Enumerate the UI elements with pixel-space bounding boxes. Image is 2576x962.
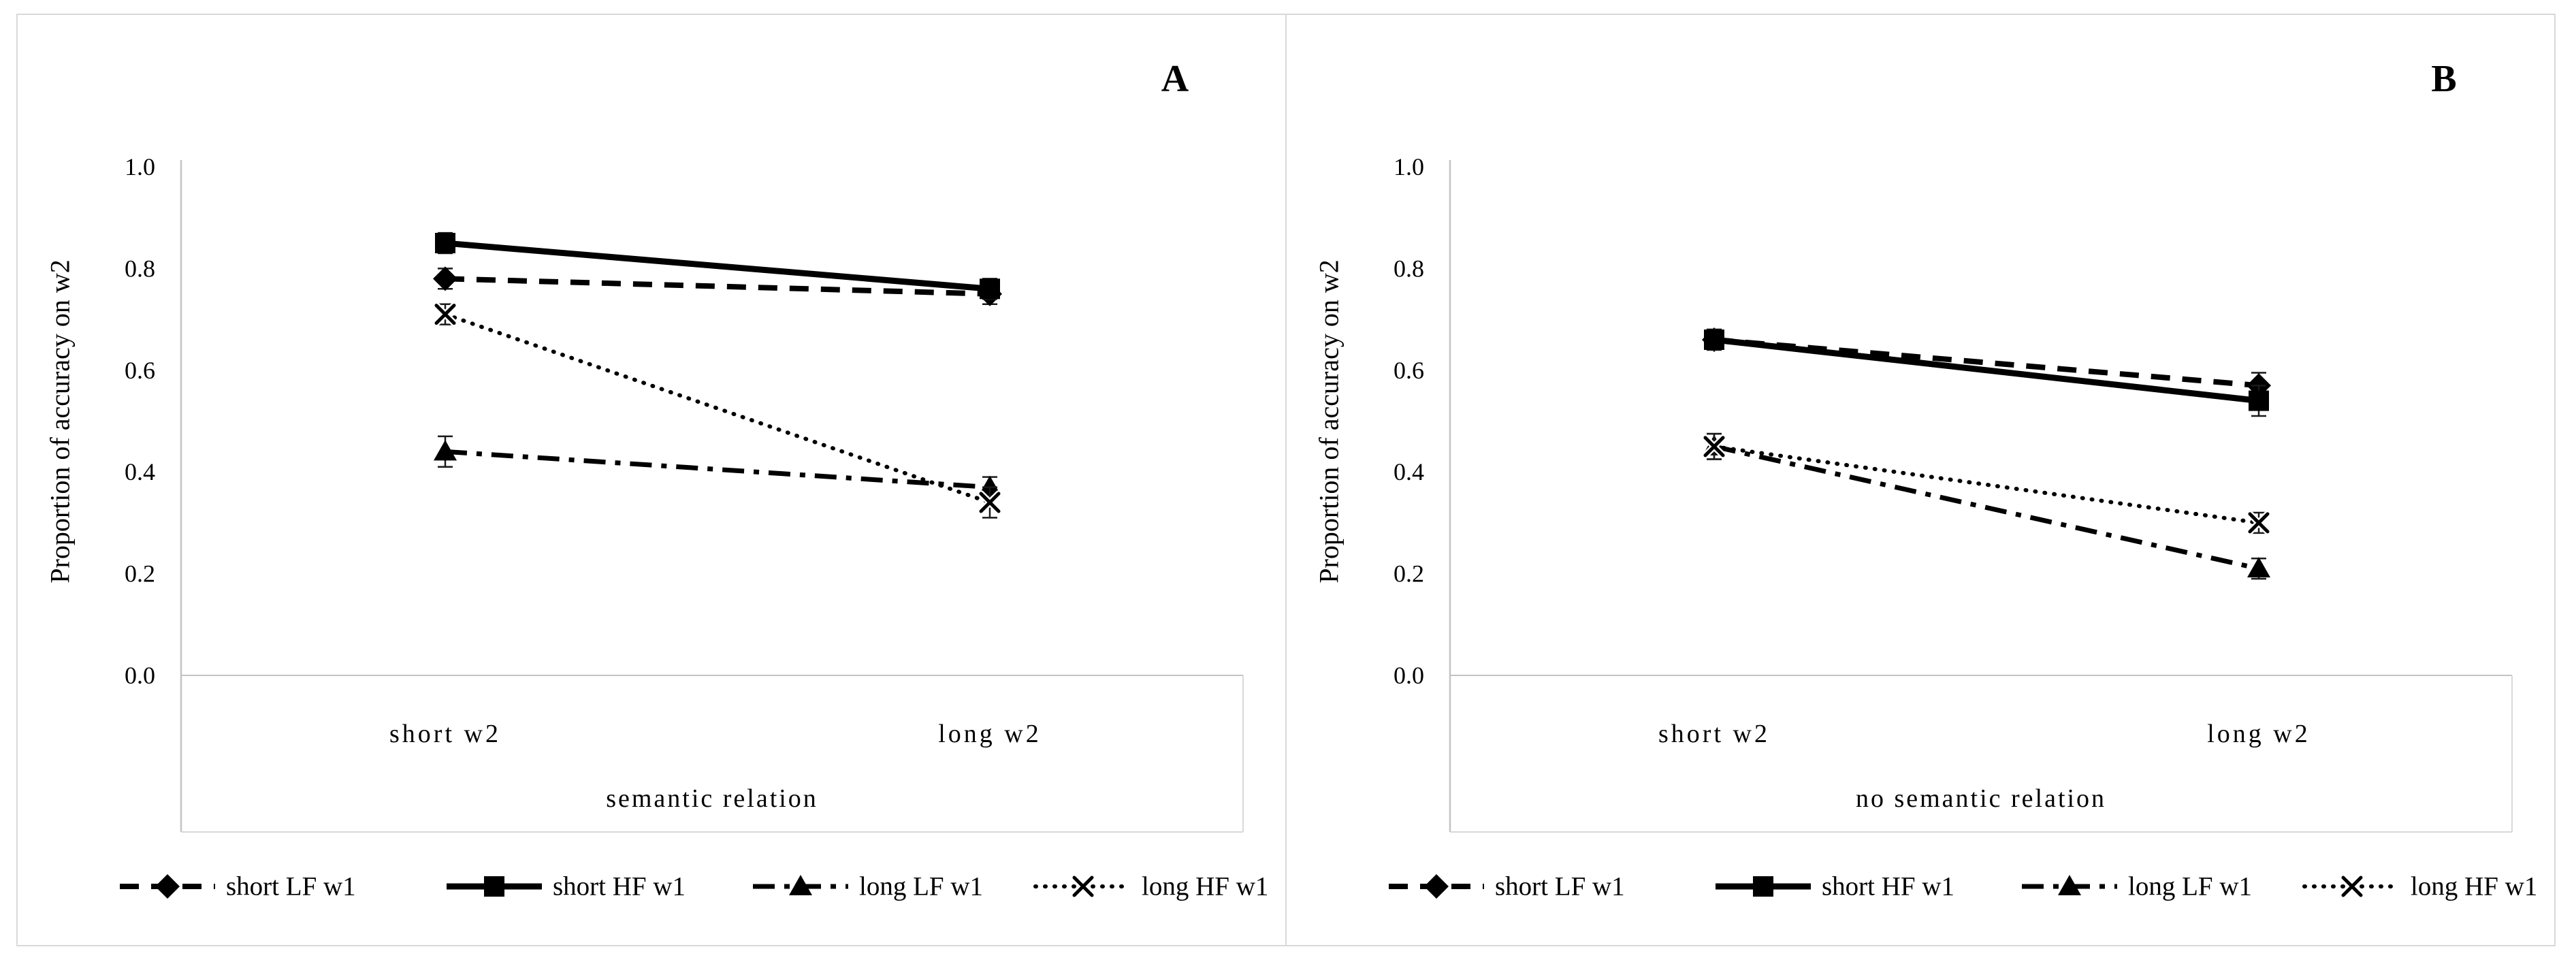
- category-label: long w2: [2207, 720, 2311, 748]
- legend-item-short-hf-w1: short HF w1: [447, 872, 686, 901]
- panel-letter: B: [2431, 58, 2456, 100]
- legend-marker-diamond: [155, 874, 180, 899]
- legend-label: short LF w1: [226, 872, 356, 901]
- figure-container: 1.0 0.8 0.6 0.4 0.2 0.0 Proportion of accuracy…: [16, 14, 2556, 946]
- y-tick-label: 0.8: [1394, 255, 1424, 282]
- panel-a-chart: 1.0 0.8 0.6 0.4 0.2 0.0 Proportion of accuracy…: [45, 58, 1269, 901]
- category-label: long w2: [938, 720, 1042, 748]
- legend-item-short-hf-w1: short HF w1: [1716, 872, 1954, 901]
- marker-x-long-hf-w1: [433, 302, 457, 327]
- y-tick-label: 1.0: [1394, 153, 1424, 180]
- y-axis-title: Proportion of accuracy on w2: [45, 259, 76, 583]
- y-tick-label: 0.2: [125, 560, 155, 588]
- legend-item-short-lf-w1: short LF w1: [120, 872, 356, 901]
- marker-triangle-long-lf-w1: [434, 440, 457, 461]
- series-line-long-lf-w1: [445, 449, 991, 490]
- legend-label: long HF w1: [2411, 872, 2537, 901]
- marker-square-short-hf-w1: [2249, 390, 2269, 411]
- legend-marker-triangle: [2058, 875, 2081, 895]
- y-tick-label: 1.0: [125, 153, 155, 180]
- y-tick-label: 0.6: [125, 357, 155, 384]
- legend-marker-x: [2340, 874, 2364, 899]
- legend-marker-square: [484, 876, 504, 897]
- legend-label: long LF w1: [2128, 872, 2252, 901]
- y-tick-label: 0.6: [1394, 357, 1424, 384]
- series-line-long-lf-w1: [1713, 444, 2259, 571]
- panel-letter: A: [1161, 58, 1189, 100]
- marker-x-long-hf-w1: [2247, 510, 2271, 535]
- x-axis-title: semantic relation: [606, 784, 818, 813]
- legend-item-short-lf-w1: short LF w1: [1389, 872, 1625, 901]
- marker-square-short-hf-w1: [435, 233, 455, 254]
- y-tick-label: 0.0: [1394, 662, 1424, 689]
- category-label: short w2: [389, 720, 501, 748]
- marker-diamond-short-lf-w1: [433, 266, 457, 291]
- y-axis-title: Proportion of accuracy on w2: [1314, 259, 1345, 583]
- y-tick-label: 0.8: [125, 255, 155, 282]
- legend-label: long LF w1: [859, 872, 983, 901]
- panel-b: 1.0 0.8 0.6 0.4 0.2 0.0 Proportion of accuracy…: [1287, 15, 2554, 945]
- legend-item-long-lf-w1: long LF w1: [753, 872, 983, 901]
- panel-b-chart: 1.0 0.8 0.6 0.4 0.2 0.0 Proportion of accuracy…: [1314, 58, 2538, 901]
- marker-square-short-hf-w1: [980, 278, 1000, 300]
- marker-x-long-hf-w1: [1702, 434, 1726, 459]
- legend-marker-square: [1753, 876, 1773, 897]
- panel-a: 1.0 0.8 0.6 0.4 0.2 0.0 Proportion of accuracy…: [18, 15, 1287, 945]
- legend-marker-diamond: [1424, 874, 1449, 899]
- legend-item-long-lf-w1: long LF w1: [2022, 872, 2252, 901]
- legend-item-long-hf-w1: long HF w1: [2302, 872, 2537, 901]
- x-axis-title: no semantic relation: [1856, 784, 2106, 813]
- legend-label: short HF w1: [553, 872, 686, 901]
- marker-triangle-long-lf-w1: [2247, 557, 2270, 578]
- series-line-long-hf-w1: [443, 312, 992, 505]
- y-tick-label: 0.2: [1394, 560, 1424, 588]
- category-label: short w2: [1658, 720, 1770, 748]
- legend-item-long-hf-w1: long HF w1: [1033, 872, 1268, 901]
- series-line-short-hf-w1: [1713, 336, 2259, 404]
- y-tick-label: 0.4: [1394, 458, 1424, 485]
- series-line-short-hf-w1: [445, 240, 991, 292]
- series-line-short-lf-w1: [1713, 336, 2259, 389]
- marker-triangle-long-lf-w1: [978, 475, 1001, 496]
- y-tick-label: 0.4: [125, 458, 155, 485]
- legend-marker-x: [1071, 874, 1095, 899]
- series-line-short-lf-w1: [445, 276, 991, 297]
- marker-x-long-hf-w1: [978, 490, 1002, 515]
- series-line-long-hf-w1: [1712, 444, 2261, 525]
- legend-marker-triangle: [789, 875, 812, 895]
- legend-label: long HF w1: [1142, 872, 1268, 901]
- legend-label: short LF w1: [1495, 872, 1625, 901]
- y-tick-label: 0.0: [125, 662, 155, 689]
- legend-label: short HF w1: [1822, 872, 1954, 901]
- marker-square-short-hf-w1: [1704, 329, 1724, 350]
